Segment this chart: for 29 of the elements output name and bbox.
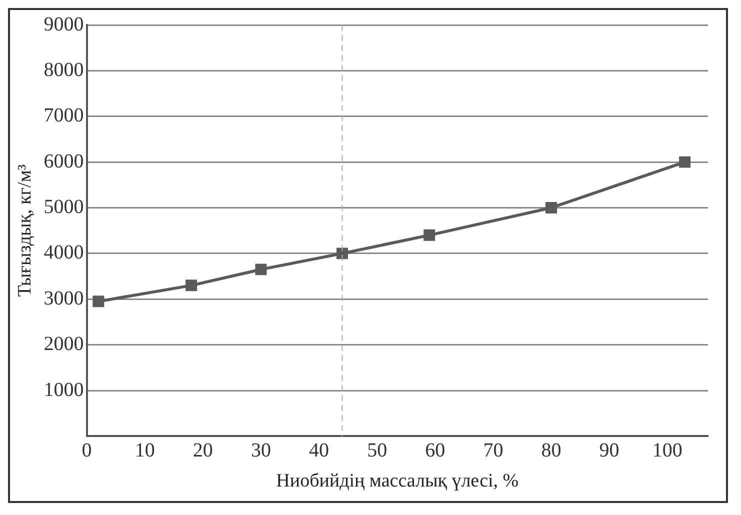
point bbox=[255, 264, 267, 276]
y-tick-label: 5000 bbox=[44, 196, 84, 218]
x-axis-title: Ниобийдің массалық үлесі, % bbox=[276, 470, 519, 492]
point bbox=[679, 156, 691, 168]
y-tick-label: 6000 bbox=[44, 150, 84, 172]
x-tick-label: 90 bbox=[599, 439, 620, 462]
x-tick-label: 60 bbox=[425, 439, 446, 462]
x-tick-label: 50 bbox=[367, 439, 388, 462]
y-tick-label: 2000 bbox=[44, 333, 84, 356]
point bbox=[92, 296, 104, 308]
y-tick-label: 9000 bbox=[44, 13, 84, 36]
x-tick-label: 100 bbox=[652, 439, 682, 462]
point bbox=[336, 248, 348, 260]
point bbox=[424, 229, 436, 241]
point bbox=[546, 202, 557, 214]
y-tick-label: 7000 bbox=[44, 104, 84, 127]
x-tick-label: 20 bbox=[192, 439, 213, 462]
x-tick-label: 30 bbox=[250, 439, 271, 462]
y-tick-label: 3000 bbox=[44, 287, 84, 310]
x-tick-label: 70 bbox=[483, 439, 504, 462]
point bbox=[186, 280, 198, 292]
x-tick-label: 10 bbox=[134, 439, 155, 462]
x-tick-label: 0 bbox=[82, 439, 92, 462]
x-tick-label: 80 bbox=[541, 439, 562, 462]
y-tick-label: 1000 bbox=[44, 378, 84, 401]
x-tick-label: 40 bbox=[309, 439, 330, 462]
y-tick-label: 8000 bbox=[44, 58, 84, 81]
y-axis-title: Тығыздық, кг/м³ bbox=[14, 164, 36, 297]
y-tick-label: 4000 bbox=[44, 242, 84, 264]
